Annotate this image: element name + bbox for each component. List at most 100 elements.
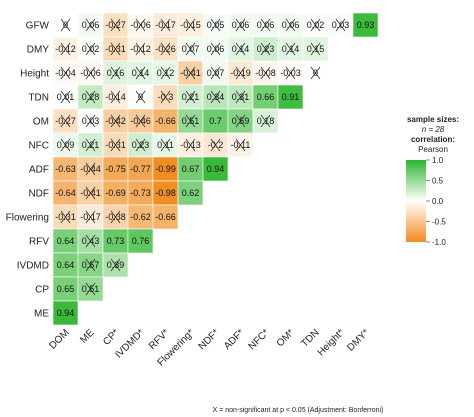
heatmap-cell: -0.38 — [102, 204, 129, 230]
nonsignificant-mark — [160, 18, 171, 32]
heatmap-cell: 0.23 — [252, 36, 279, 62]
nonsignificant-mark — [235, 90, 246, 104]
nonsignificant-mark — [135, 18, 146, 32]
cell-value-label: 0.67 — [182, 164, 200, 174]
nonsignificant-mark — [185, 42, 196, 56]
x-tick-label: ME — [78, 327, 97, 346]
cell-value-label: -0.75 — [105, 164, 126, 174]
nonsignificant-mark — [210, 66, 221, 80]
nonsignificant-mark — [185, 18, 196, 32]
nonsignificant-mark — [85, 42, 96, 56]
heatmap-cell: -0.73 — [127, 180, 154, 206]
heatmap-cell: 0.65 — [52, 276, 79, 302]
cell-value-label: 0.7 — [209, 116, 222, 126]
nonsignificant-mark — [160, 90, 171, 104]
legend-tick-label: 1.0 — [432, 156, 444, 165]
nonsignificant-mark — [85, 138, 96, 152]
nonsignificant-mark — [260, 42, 271, 56]
nonsignificant-mark — [210, 42, 221, 56]
heatmap-cell: 0.43 — [77, 228, 104, 254]
nonsignificant-mark — [135, 90, 146, 104]
heatmap-cell: -0.06 — [127, 12, 154, 38]
nonsignificant-mark — [60, 18, 71, 32]
cell-fill — [52, 156, 79, 182]
y-tick-label: OM — [33, 117, 49, 128]
nonsignificant-mark — [235, 42, 246, 56]
heatmap-cell: 0.02 — [302, 12, 329, 38]
legend-method-label: Pearson — [418, 145, 448, 154]
y-tick-label: RFV — [29, 237, 49, 248]
x-tick-label: NDF* — [197, 327, 222, 352]
nonsignificant-mark — [135, 114, 146, 128]
heatmap-cell: 0 — [127, 84, 154, 110]
nonsignificant-mark — [110, 18, 121, 32]
cell-fill — [352, 12, 379, 38]
nonsignificant-mark — [135, 42, 146, 56]
heatmap-cell: -0.26 — [152, 36, 179, 62]
heatmap-cell: 0.7 — [202, 108, 229, 134]
cell-value-label: -0.62 — [130, 212, 151, 222]
heatmap-cell: 0.14 — [227, 36, 254, 62]
heatmap-cell: 0 — [52, 12, 79, 38]
nonsignificant-mark — [110, 258, 121, 272]
heatmap-cell: 0.06 — [252, 12, 279, 38]
cell-fill — [152, 204, 179, 230]
nonsignificant-mark — [85, 282, 96, 296]
heatmap-cell: -0.75 — [102, 156, 129, 182]
x-tick-label: NFC* — [247, 327, 272, 352]
x-tick-label: CP* — [101, 327, 121, 347]
nonsignificant-mark — [135, 66, 146, 80]
y-tick-label: ME — [34, 309, 49, 320]
heatmap-cell: -0.41 — [177, 60, 204, 86]
nonsignificant-mark — [185, 66, 196, 80]
heatmap-cell: 0.06 — [227, 12, 254, 38]
heatmap-cell: 0.03 — [327, 12, 354, 38]
heatmap-cell: 0 — [302, 60, 329, 86]
heatmap-cell: 0.01 — [52, 84, 79, 110]
heatmap-cell: -0.63 — [52, 156, 79, 182]
heatmap-cell: -0.12 — [52, 36, 79, 62]
heatmap-cell: 0.66 — [252, 84, 279, 110]
cell-fill — [77, 36, 104, 62]
heatmap-cell: 0.31 — [227, 84, 254, 110]
heatmap-cell: 0.02 — [77, 36, 104, 62]
x-tick-label: TDN — [299, 327, 321, 349]
nonsignificant-mark — [60, 42, 71, 56]
nonsignificant-mark — [260, 66, 271, 80]
y-tick-label: TDN — [28, 93, 49, 104]
heatmap-cell: -0.62 — [127, 204, 154, 230]
y-tick-label: NFC — [28, 141, 49, 152]
heatmap-cell: -0.69 — [102, 180, 129, 206]
heatmap-cell: 0.14 — [277, 36, 304, 62]
cell-fill — [252, 84, 279, 110]
cell-value-label: 0.93 — [357, 20, 375, 30]
nonsignificant-mark — [310, 66, 321, 80]
heatmap-cell: -0.08 — [252, 60, 279, 86]
heatmap-cell: 0.91 — [277, 84, 304, 110]
heatmap-cell: 0.09 — [52, 132, 79, 158]
cell-fill — [52, 252, 79, 278]
heatmap-cell: -0.98 — [152, 180, 179, 206]
heatmap-cell: -0.31 — [102, 132, 129, 158]
nonsignificant-mark — [185, 114, 196, 128]
cell-value-label: -0.63 — [55, 164, 76, 174]
heatmap-cell: 0.03 — [77, 108, 104, 134]
cell-fill — [52, 276, 79, 302]
heatmap-cell: -0.3 — [152, 84, 179, 110]
nonsignificant-mark — [85, 18, 96, 32]
heatmap-cell: -0.31 — [102, 36, 129, 62]
heatmap-cell: 0.06 — [202, 36, 229, 62]
x-axis-labels: DOM ME CP*IVDMD* RFV*Flowering* NDF* ADF* NFC*… — [47, 327, 371, 368]
cell-value-label: -0.99 — [155, 164, 176, 174]
cell-fill — [102, 228, 129, 254]
heatmap-cell: 0.57 — [77, 252, 104, 278]
nonsignificant-mark — [185, 138, 196, 152]
nonsignificant-mark — [185, 90, 196, 104]
y-tick-label: ADF — [29, 165, 49, 176]
nonsignificant-mark — [85, 210, 96, 224]
nonsignificant-mark — [110, 114, 121, 128]
nonsignificant-mark — [85, 114, 96, 128]
nonsignificant-mark — [110, 138, 121, 152]
y-tick-label: IVDMD — [17, 261, 49, 272]
y-tick-label: GFW — [26, 21, 50, 32]
